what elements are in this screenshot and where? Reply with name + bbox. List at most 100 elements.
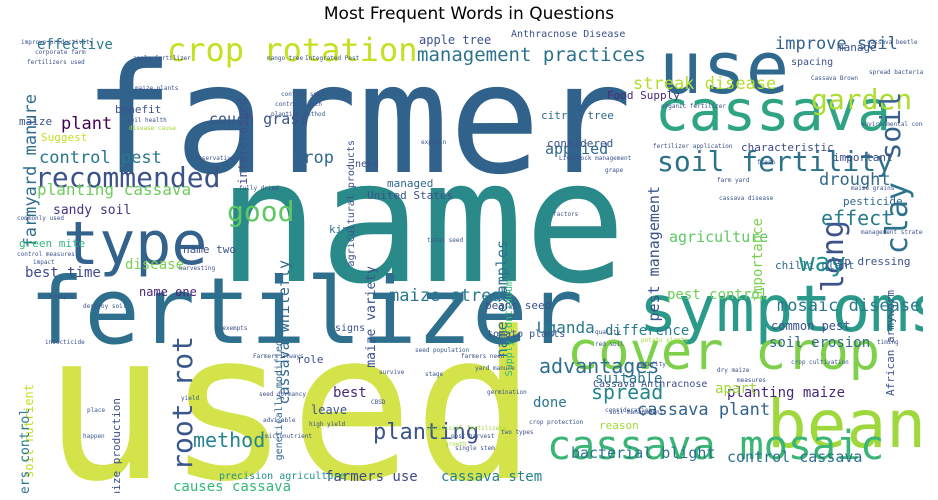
word-130: grape	[605, 167, 624, 174]
word-163: factors	[553, 211, 579, 218]
word-49: crop	[293, 148, 334, 168]
word-12: soil fertility	[657, 145, 894, 178]
word-66: leave	[311, 403, 348, 417]
word-115: disease cause	[129, 125, 176, 132]
word-135: insecticide	[45, 339, 85, 346]
word-8: type	[63, 209, 208, 279]
word-55: sandy soil	[53, 203, 132, 218]
word-5: use	[659, 30, 790, 110]
word-104: mango tree	[267, 55, 304, 62]
word-39: farmers use	[325, 469, 418, 485]
word-119: Livestock management	[559, 155, 632, 162]
word-1: farmer	[83, 31, 633, 208]
word-140: farmers need	[461, 353, 505, 360]
word-13: recommended	[35, 161, 221, 194]
word-94: Cassava Anthracnose	[593, 379, 708, 390]
word-70: farmers control	[18, 408, 33, 493]
word-30: mosaic disease	[777, 296, 921, 316]
word-43: Uganda	[537, 318, 595, 337]
word-107: improve productivity	[21, 39, 94, 46]
word-113: planting method	[271, 111, 326, 118]
word-112: control couch	[275, 101, 322, 108]
word-131: total seed	[427, 237, 464, 244]
word-138: micronutrient	[265, 433, 312, 440]
word-151: crop cultivation	[791, 359, 849, 366]
word-73: United States	[367, 189, 454, 202]
word-59: soil erosion	[769, 335, 871, 351]
word-122: fresh	[757, 159, 776, 166]
word-120: fertilizer application	[653, 143, 733, 150]
word-19: way	[799, 248, 846, 278]
word-132: commonly used	[17, 215, 64, 222]
word-4: symptoms	[639, 273, 923, 347]
word-106: corporate farm	[35, 49, 86, 56]
chart-title: Most Frequent Words in Questions	[323, 4, 615, 24]
word-168: measures	[737, 377, 766, 384]
word-21: management practices	[417, 44, 646, 66]
word-67: name one	[139, 285, 197, 299]
word-71: maize production	[110, 398, 123, 493]
word-28: drought	[819, 170, 891, 190]
word-14: good	[227, 195, 295, 228]
word-116: preservatives	[191, 155, 238, 162]
word-63: apart	[715, 381, 758, 397]
word-126: farm yard	[717, 177, 750, 184]
word-150: soil management	[609, 409, 664, 416]
word-84: Anthracnose Disease	[511, 30, 626, 40]
word-160: example	[49, 293, 75, 300]
word-79: maize	[19, 115, 53, 128]
word-23: streak disease	[633, 74, 777, 94]
word-74: managed	[387, 177, 434, 190]
word-2: used	[43, 289, 537, 494]
word-127: maize grains	[851, 185, 895, 192]
word-56: best time	[25, 265, 101, 281]
word-171: 5 exempts	[215, 325, 248, 332]
word-105: cassava beetle	[867, 39, 918, 46]
word-98: role	[297, 353, 324, 366]
word-158: happen	[83, 433, 105, 440]
word-58: planting maize	[727, 385, 846, 401]
word-10: cassava mosaic	[547, 423, 885, 469]
word-117: fully dried	[239, 185, 279, 192]
word-88: characteristic	[741, 141, 834, 154]
word-41: pest management	[645, 186, 663, 322]
word-156: yield	[181, 395, 200, 402]
word-141: Farmers always	[253, 353, 304, 360]
word-cloud: name farmer used fertilizer symptoms use cassa…	[11, 30, 923, 493]
word-152: red soil	[595, 341, 624, 348]
word-149: dry maize	[717, 367, 750, 374]
word-54: apple tree	[419, 33, 492, 47]
word-7: bean	[767, 386, 923, 463]
word-165: stage	[425, 371, 444, 378]
word-114: soil health	[127, 117, 167, 124]
word-121: explain	[421, 139, 447, 146]
word-87: considered	[547, 137, 614, 150]
word-155: maturity	[637, 361, 666, 368]
word-48: importance	[750, 218, 766, 303]
word-68: name two	[183, 243, 236, 256]
word-89: spacing	[791, 57, 834, 68]
word-103: Integrated Pest	[305, 55, 360, 62]
word-146: single stem	[455, 445, 495, 452]
word-96: beans seed	[485, 299, 552, 312]
word-72: kind	[329, 223, 356, 236]
word-95: tomato plants	[487, 329, 566, 340]
word-133: control measures	[17, 251, 75, 258]
word-64: done	[533, 395, 567, 411]
word-62: suitable	[595, 371, 663, 387]
word-52: couch grass	[209, 110, 309, 128]
word-148: artificial fertilizers	[427, 425, 507, 432]
word-78: top dressing	[831, 255, 911, 268]
word-118: organic fertilizer	[661, 103, 727, 110]
word-128: cassava disease	[719, 195, 774, 202]
word-142: yard manure	[475, 365, 515, 372]
word-57: disease	[125, 257, 185, 273]
word-77: chilli plant	[775, 259, 855, 272]
word-40: cassava stem	[441, 469, 543, 485]
word-32: planting	[373, 420, 479, 445]
word-169: consideration	[605, 407, 652, 414]
word-100: need	[355, 159, 380, 170]
word-31: method	[193, 428, 266, 452]
word-35: cassava plant	[637, 400, 771, 420]
word-99: signs	[335, 323, 366, 334]
